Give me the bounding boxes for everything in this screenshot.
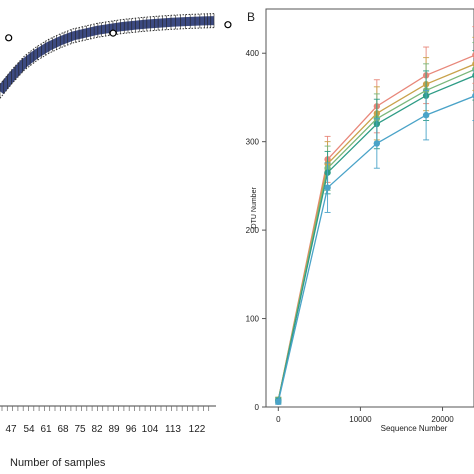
right-x-tick-label: 10000 (349, 415, 372, 424)
left-x-tick-label: 96 (125, 424, 137, 435)
right-x-tick-label: 20000 (431, 415, 454, 424)
right-x-tick-label: 0 (276, 415, 281, 424)
left-x-tick-label: 89 (108, 424, 120, 435)
right-data-point (373, 140, 381, 147)
right-series (275, 26, 474, 405)
right-x-ticks: 0 10000 20000 (276, 407, 454, 424)
left-open-marker (5, 34, 13, 42)
right-plot-frame (265, 8, 474, 408)
left-x-tick-label: 122 (189, 424, 206, 435)
right-y-tick-label: 0 (255, 403, 260, 412)
left-x-tick-label: 104 (142, 424, 159, 435)
left-x-tick-label: 54 (23, 424, 35, 435)
left-x-tick-label: 113 (165, 424, 181, 435)
left-x-axis-title: Number of samples (10, 457, 106, 469)
right-data-point (324, 184, 331, 191)
left-panel: 47 54 61 68 75 82 89 96 104 113 122 Number of samp… (0, 13, 232, 469)
right-y-axis-title: OTU Number (251, 187, 258, 229)
left-band-lower-bound (0, 27, 215, 99)
left-open-marker (224, 21, 232, 29)
left-tick-marks (1, 406, 210, 411)
left-x-tick-label: 47 (5, 424, 17, 435)
right-y-tick-label: 200 (246, 226, 260, 235)
left-band-upper-bound (0, 13, 215, 85)
right-data-point (422, 111, 430, 119)
right-series-4 (275, 50, 474, 405)
right-y-tick-label: 400 (246, 49, 260, 58)
right-x-axis-title: Sequence Number (381, 424, 448, 433)
left-band-core (0, 16, 215, 95)
right-y-ticks: 0 100 200 300 400 (246, 49, 266, 412)
left-x-tick-label: 75 (74, 424, 86, 435)
right-series-3 (275, 42, 474, 404)
left-rarefaction-band (0, 13, 232, 99)
right-data-point (275, 398, 282, 405)
right-series-clip (275, 26, 474, 405)
right-y-tick-label: 100 (246, 315, 260, 324)
left-x-tick-label: 82 (91, 424, 103, 435)
panel-label-b: B (247, 10, 255, 24)
right-series-2 (275, 36, 474, 404)
left-x-tick-label: 61 (40, 424, 52, 435)
left-x-tick-label: 68 (57, 424, 69, 435)
left-x-tick-labels: 47 54 61 68 75 82 89 96 104 113 122 (5, 424, 205, 435)
right-y-tick-label: 300 (246, 138, 260, 147)
right-panel: B 0 100 200 300 400 0 10000 20000 OTU Number S… (246, 8, 474, 433)
left-open-marker (109, 29, 117, 37)
